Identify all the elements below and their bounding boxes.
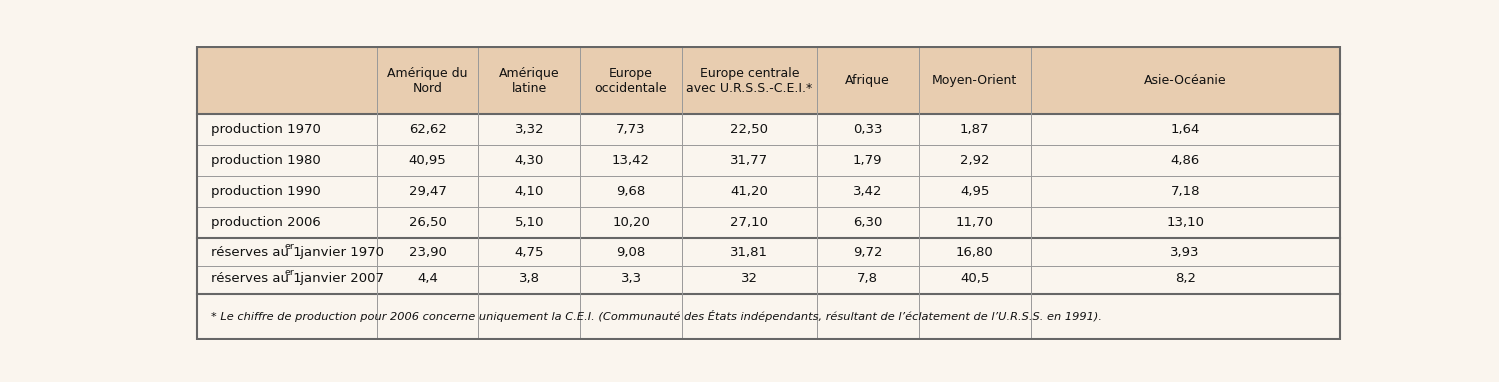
Text: Asie-Océanie: Asie-Océanie	[1144, 74, 1226, 87]
Text: 32: 32	[741, 272, 758, 285]
Text: 6,30: 6,30	[853, 216, 883, 229]
Text: production 1990: production 1990	[210, 185, 321, 198]
Text: réserves au 1: réserves au 1	[210, 272, 301, 285]
Text: 3,93: 3,93	[1171, 246, 1199, 259]
Text: 40,5: 40,5	[959, 272, 989, 285]
Text: er: er	[285, 267, 295, 277]
Text: 11,70: 11,70	[955, 216, 994, 229]
Text: 40,95: 40,95	[409, 154, 447, 167]
Text: 9,68: 9,68	[616, 185, 646, 198]
Text: 29,47: 29,47	[409, 185, 447, 198]
Text: 1,87: 1,87	[959, 123, 989, 136]
Text: Moyen-Orient: Moyen-Orient	[932, 74, 1018, 87]
Text: 4,86: 4,86	[1171, 154, 1199, 167]
Text: Europe centrale
avec U.R.S.S.-C.E.I.*: Europe centrale avec U.R.S.S.-C.E.I.*	[687, 67, 812, 95]
Text: 4,4: 4,4	[417, 272, 438, 285]
Text: 31,77: 31,77	[730, 154, 769, 167]
Text: 5,10: 5,10	[514, 216, 544, 229]
Text: 23,90: 23,90	[409, 246, 447, 259]
Text: 22,50: 22,50	[730, 123, 769, 136]
Text: janvier 1970: janvier 1970	[297, 246, 384, 259]
Text: 3,8: 3,8	[519, 272, 540, 285]
Text: production 1980: production 1980	[210, 154, 321, 167]
Text: 1,64: 1,64	[1171, 123, 1199, 136]
Text: production 2006: production 2006	[210, 216, 321, 229]
Text: janvier 2007: janvier 2007	[297, 272, 384, 285]
Text: 9,72: 9,72	[853, 246, 883, 259]
Text: 3,3: 3,3	[621, 272, 642, 285]
Text: er: er	[285, 242, 295, 251]
Text: 26,50: 26,50	[409, 216, 447, 229]
Text: 2,92: 2,92	[959, 154, 989, 167]
Text: * Le chiffre de production pour 2006 concerne uniquement la C.E.I. (Communauté d: * Le chiffre de production pour 2006 con…	[210, 311, 1102, 322]
Text: 13,42: 13,42	[612, 154, 651, 167]
Text: 41,20: 41,20	[730, 185, 769, 198]
Text: 3,32: 3,32	[514, 123, 544, 136]
Text: Amérique du
Nord: Amérique du Nord	[387, 67, 468, 95]
Text: 4,75: 4,75	[514, 246, 544, 259]
Text: 10,20: 10,20	[612, 216, 651, 229]
Text: 7,73: 7,73	[616, 123, 646, 136]
Text: 9,08: 9,08	[616, 246, 646, 259]
Text: Europe
occidentale: Europe occidentale	[595, 67, 667, 95]
Text: 62,62: 62,62	[409, 123, 447, 136]
Text: 4,30: 4,30	[514, 154, 544, 167]
Text: 27,10: 27,10	[730, 216, 769, 229]
Text: 7,8: 7,8	[857, 272, 878, 285]
Text: 8,2: 8,2	[1175, 272, 1196, 285]
Text: 16,80: 16,80	[956, 246, 994, 259]
Text: 13,10: 13,10	[1166, 216, 1204, 229]
Bar	[196, 47, 1340, 114]
Text: 1,79: 1,79	[853, 154, 883, 167]
Text: 4,95: 4,95	[959, 185, 989, 198]
Text: Afrique: Afrique	[845, 74, 890, 87]
Text: 4,10: 4,10	[514, 185, 544, 198]
Text: 3,42: 3,42	[853, 185, 883, 198]
Text: production 1970: production 1970	[210, 123, 321, 136]
Text: 0,33: 0,33	[853, 123, 883, 136]
Text: 7,18: 7,18	[1171, 185, 1199, 198]
Text: 31,81: 31,81	[730, 246, 769, 259]
Text: Amérique
latine: Amérique latine	[499, 67, 559, 95]
Text: réserves au 1: réserves au 1	[210, 246, 301, 259]
